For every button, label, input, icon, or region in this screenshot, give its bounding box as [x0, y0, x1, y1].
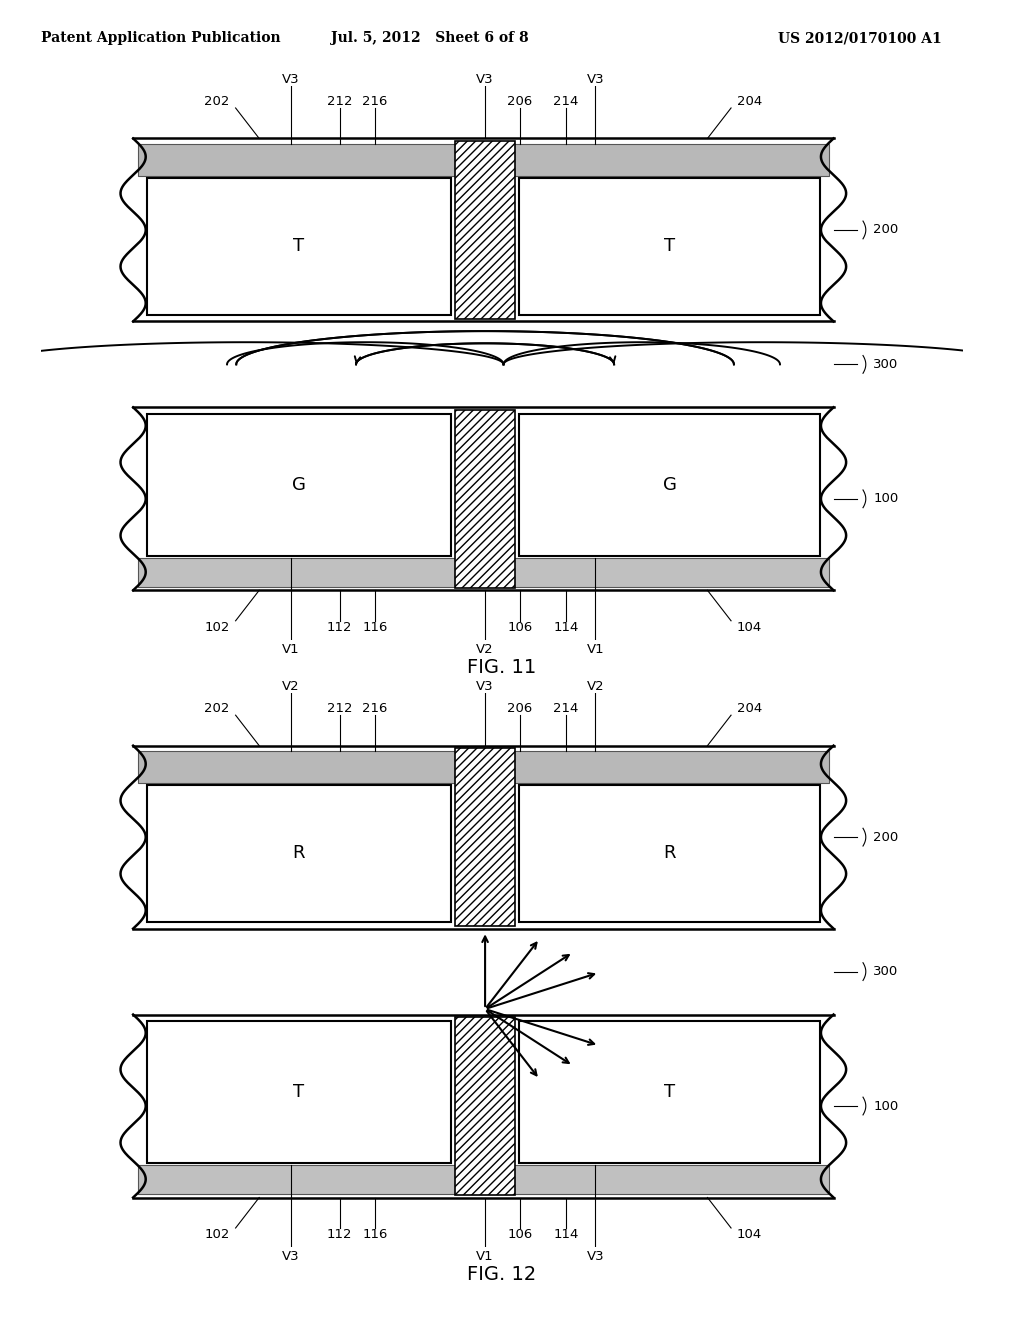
Bar [137, 751, 829, 783]
Text: 104: 104 [737, 620, 762, 634]
Bar [147, 785, 451, 921]
Text: 216: 216 [362, 95, 387, 108]
Text: 204: 204 [737, 95, 762, 108]
Bar [147, 1022, 451, 1163]
Text: R: R [293, 845, 305, 862]
Text: 202: 202 [205, 702, 229, 715]
Text: 106: 106 [507, 1228, 532, 1241]
Text: 212: 212 [327, 95, 352, 108]
Text: V2: V2 [587, 680, 604, 693]
Text: 202: 202 [205, 95, 229, 108]
Text: FIG. 11: FIG. 11 [467, 659, 537, 677]
Text: 300: 300 [873, 358, 898, 371]
Bar [456, 748, 515, 925]
Text: V2: V2 [476, 643, 494, 656]
Text: V2: V2 [282, 680, 300, 693]
Text: 214: 214 [553, 702, 579, 715]
Text: G: G [292, 475, 306, 494]
Text: T: T [664, 238, 675, 255]
Text: V3: V3 [476, 73, 494, 86]
Text: 100: 100 [873, 1100, 898, 1113]
Text: 100: 100 [873, 492, 898, 506]
Text: 200: 200 [873, 223, 898, 236]
Text: 206: 206 [507, 702, 532, 715]
Bar [519, 414, 819, 556]
Text: V3: V3 [282, 73, 300, 86]
Text: 112: 112 [327, 620, 352, 634]
Text: Patent Application Publication: Patent Application Publication [41, 32, 281, 45]
Text: 206: 206 [507, 95, 532, 108]
Text: 212: 212 [327, 702, 352, 715]
Text: 300: 300 [873, 965, 898, 978]
Text: 214: 214 [553, 95, 579, 108]
Bar [456, 1018, 515, 1195]
Bar [519, 178, 819, 314]
Bar [137, 1166, 829, 1193]
Text: G: G [663, 475, 677, 494]
Text: T: T [664, 1082, 675, 1101]
Text: 102: 102 [205, 1228, 229, 1241]
Text: 106: 106 [507, 620, 532, 634]
Text: FIG. 12: FIG. 12 [467, 1266, 537, 1284]
Bar [519, 1022, 819, 1163]
Bar [137, 144, 829, 176]
Bar [519, 785, 819, 921]
Text: V3: V3 [587, 1250, 604, 1263]
Text: V1: V1 [476, 1250, 494, 1263]
Text: 200: 200 [873, 830, 898, 843]
Text: V3: V3 [587, 73, 604, 86]
Bar [147, 414, 451, 556]
Text: V1: V1 [587, 643, 604, 656]
Text: 116: 116 [362, 620, 387, 634]
Text: V3: V3 [476, 680, 494, 693]
Bar [147, 178, 451, 314]
Text: R: R [664, 845, 676, 862]
Text: 102: 102 [205, 620, 229, 634]
Bar [456, 141, 515, 318]
Text: 104: 104 [737, 1228, 762, 1241]
Text: Jul. 5, 2012   Sheet 6 of 8: Jul. 5, 2012 Sheet 6 of 8 [332, 32, 528, 45]
Text: 114: 114 [553, 1228, 579, 1241]
Text: T: T [293, 238, 304, 255]
Text: 204: 204 [737, 702, 762, 715]
Text: T: T [293, 1082, 304, 1101]
Text: 112: 112 [327, 1228, 352, 1241]
Text: V1: V1 [282, 643, 300, 656]
Text: 216: 216 [362, 702, 387, 715]
Text: US 2012/0170100 A1: US 2012/0170100 A1 [778, 32, 942, 45]
Text: V3: V3 [282, 1250, 300, 1263]
Bar [456, 411, 515, 587]
Bar [137, 558, 829, 586]
Text: 114: 114 [553, 620, 579, 634]
Text: 116: 116 [362, 1228, 387, 1241]
